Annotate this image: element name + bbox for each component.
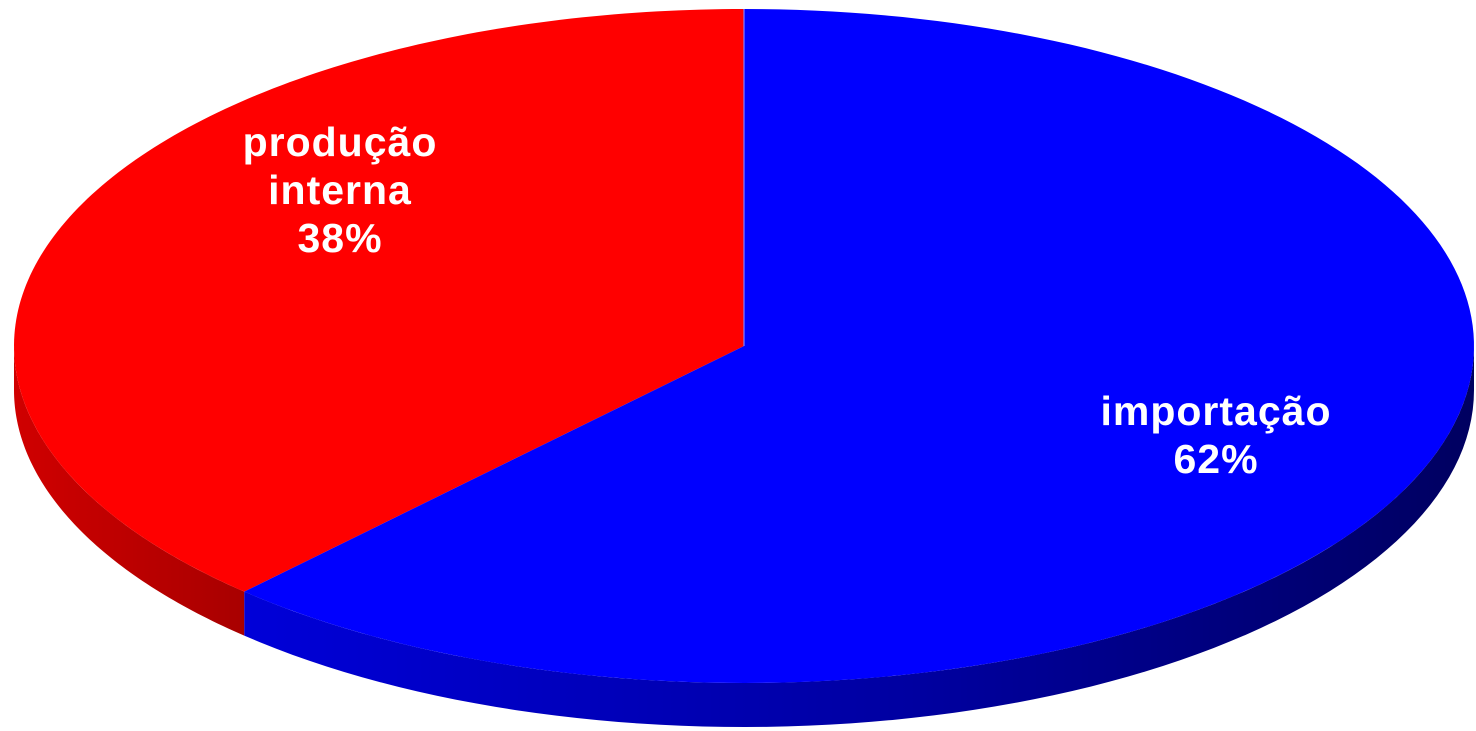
pie-tops xyxy=(14,9,1474,683)
pie-side-producao-interna xyxy=(14,346,245,636)
pie-sides xyxy=(14,346,1474,727)
slice-label-line: 38% xyxy=(297,215,382,261)
pie-labels: produção interna 38% importação 62% xyxy=(243,119,1332,482)
slice-label-line: importação xyxy=(1101,388,1332,434)
pie-slice-producao-interna xyxy=(14,9,744,592)
slice-label-line: 62% xyxy=(1173,436,1258,482)
slice-label-importacao: importação 62% xyxy=(1101,388,1332,482)
slice-label-producao-interna: produção interna 38% xyxy=(243,119,438,261)
pie-slice-importacao xyxy=(244,9,1474,683)
pie-side-importacao xyxy=(244,346,1474,727)
slice-label-line: interna xyxy=(268,167,412,213)
slice-label-line: produção xyxy=(243,119,438,165)
